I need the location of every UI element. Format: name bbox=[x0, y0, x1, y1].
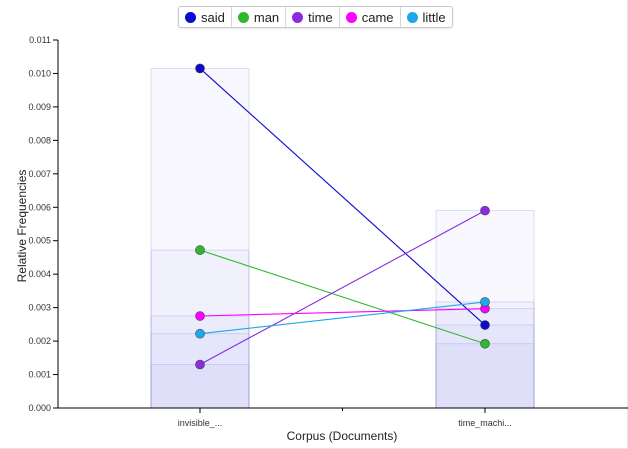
y-tick-label: 0.002 bbox=[28, 336, 51, 346]
stack-bar bbox=[150, 333, 250, 409]
y-tick-label: 0.005 bbox=[28, 236, 51, 246]
series-line-man bbox=[199, 249, 486, 345]
legend-label-man: man bbox=[253, 9, 280, 25]
axes: 0.000 0.001 0.002 0.003 0.004 0.005 0.006 0.007… bbox=[28, 35, 628, 428]
series-points bbox=[195, 63, 490, 370]
legend-swatch-little bbox=[406, 11, 418, 23]
stack-bar bbox=[435, 301, 535, 409]
stack-bar bbox=[435, 324, 535, 409]
y-tick-label: 0.001 bbox=[28, 370, 51, 380]
series-line-came bbox=[199, 308, 486, 317]
y-tick-label: 0.004 bbox=[28, 269, 51, 279]
series-point-time bbox=[480, 205, 490, 216]
x-tick-label: invisible_... bbox=[178, 418, 223, 428]
legend-label-little: little bbox=[422, 9, 446, 25]
legend-item-said[interactable]: said bbox=[179, 7, 231, 27]
series-point-little bbox=[195, 328, 205, 339]
legend-swatch-said bbox=[185, 11, 196, 23]
series-line-said bbox=[199, 68, 486, 326]
series-point-said bbox=[195, 63, 205, 74]
series-point-little bbox=[480, 297, 490, 307]
series-point-man bbox=[480, 338, 490, 349]
x-tick-label: time_machi... bbox=[458, 418, 512, 428]
y-tick-label: 0.003 bbox=[28, 303, 51, 313]
legend-label-came: came bbox=[361, 9, 394, 25]
legend: said man time came little bbox=[178, 6, 453, 28]
legend-item-man[interactable]: man bbox=[230, 7, 285, 27]
series-point-time bbox=[195, 359, 205, 370]
y-tick-label: 0.000 bbox=[28, 403, 51, 413]
y-tick-label: 0.010 bbox=[28, 68, 51, 78]
legend-label-said: said bbox=[201, 9, 225, 25]
legend-item-time[interactable]: time bbox=[285, 7, 339, 27]
y-tick-label: 0.011 bbox=[29, 35, 51, 45]
legend-item-little[interactable]: little bbox=[399, 7, 452, 27]
series-line-little bbox=[199, 301, 486, 335]
series-point-came bbox=[195, 311, 205, 321]
legend-swatch-man bbox=[237, 11, 249, 23]
stack-bars bbox=[150, 68, 535, 409]
stack-bar bbox=[435, 343, 535, 409]
x-axis-title: Corpus (Documents) bbox=[287, 429, 398, 443]
stack-bar bbox=[150, 68, 250, 409]
legend-swatch-time bbox=[292, 11, 304, 23]
series-line-time bbox=[199, 210, 486, 365]
legend-swatch-came bbox=[345, 11, 357, 23]
legend-item-came[interactable]: came bbox=[338, 7, 400, 27]
y-axis-title: Relative Frequencies bbox=[15, 170, 29, 283]
legend-label-time: time bbox=[308, 9, 333, 25]
series-point-man bbox=[195, 245, 205, 255]
y-tick-label: 0.009 bbox=[28, 102, 51, 112]
y-tick-label: 0.006 bbox=[28, 202, 51, 212]
stack-bar bbox=[150, 364, 250, 409]
series-point-said bbox=[480, 320, 490, 330]
y-tick-label: 0.008 bbox=[28, 135, 51, 145]
y-tick-label: 0.007 bbox=[28, 169, 51, 179]
series-lines bbox=[199, 68, 486, 365]
